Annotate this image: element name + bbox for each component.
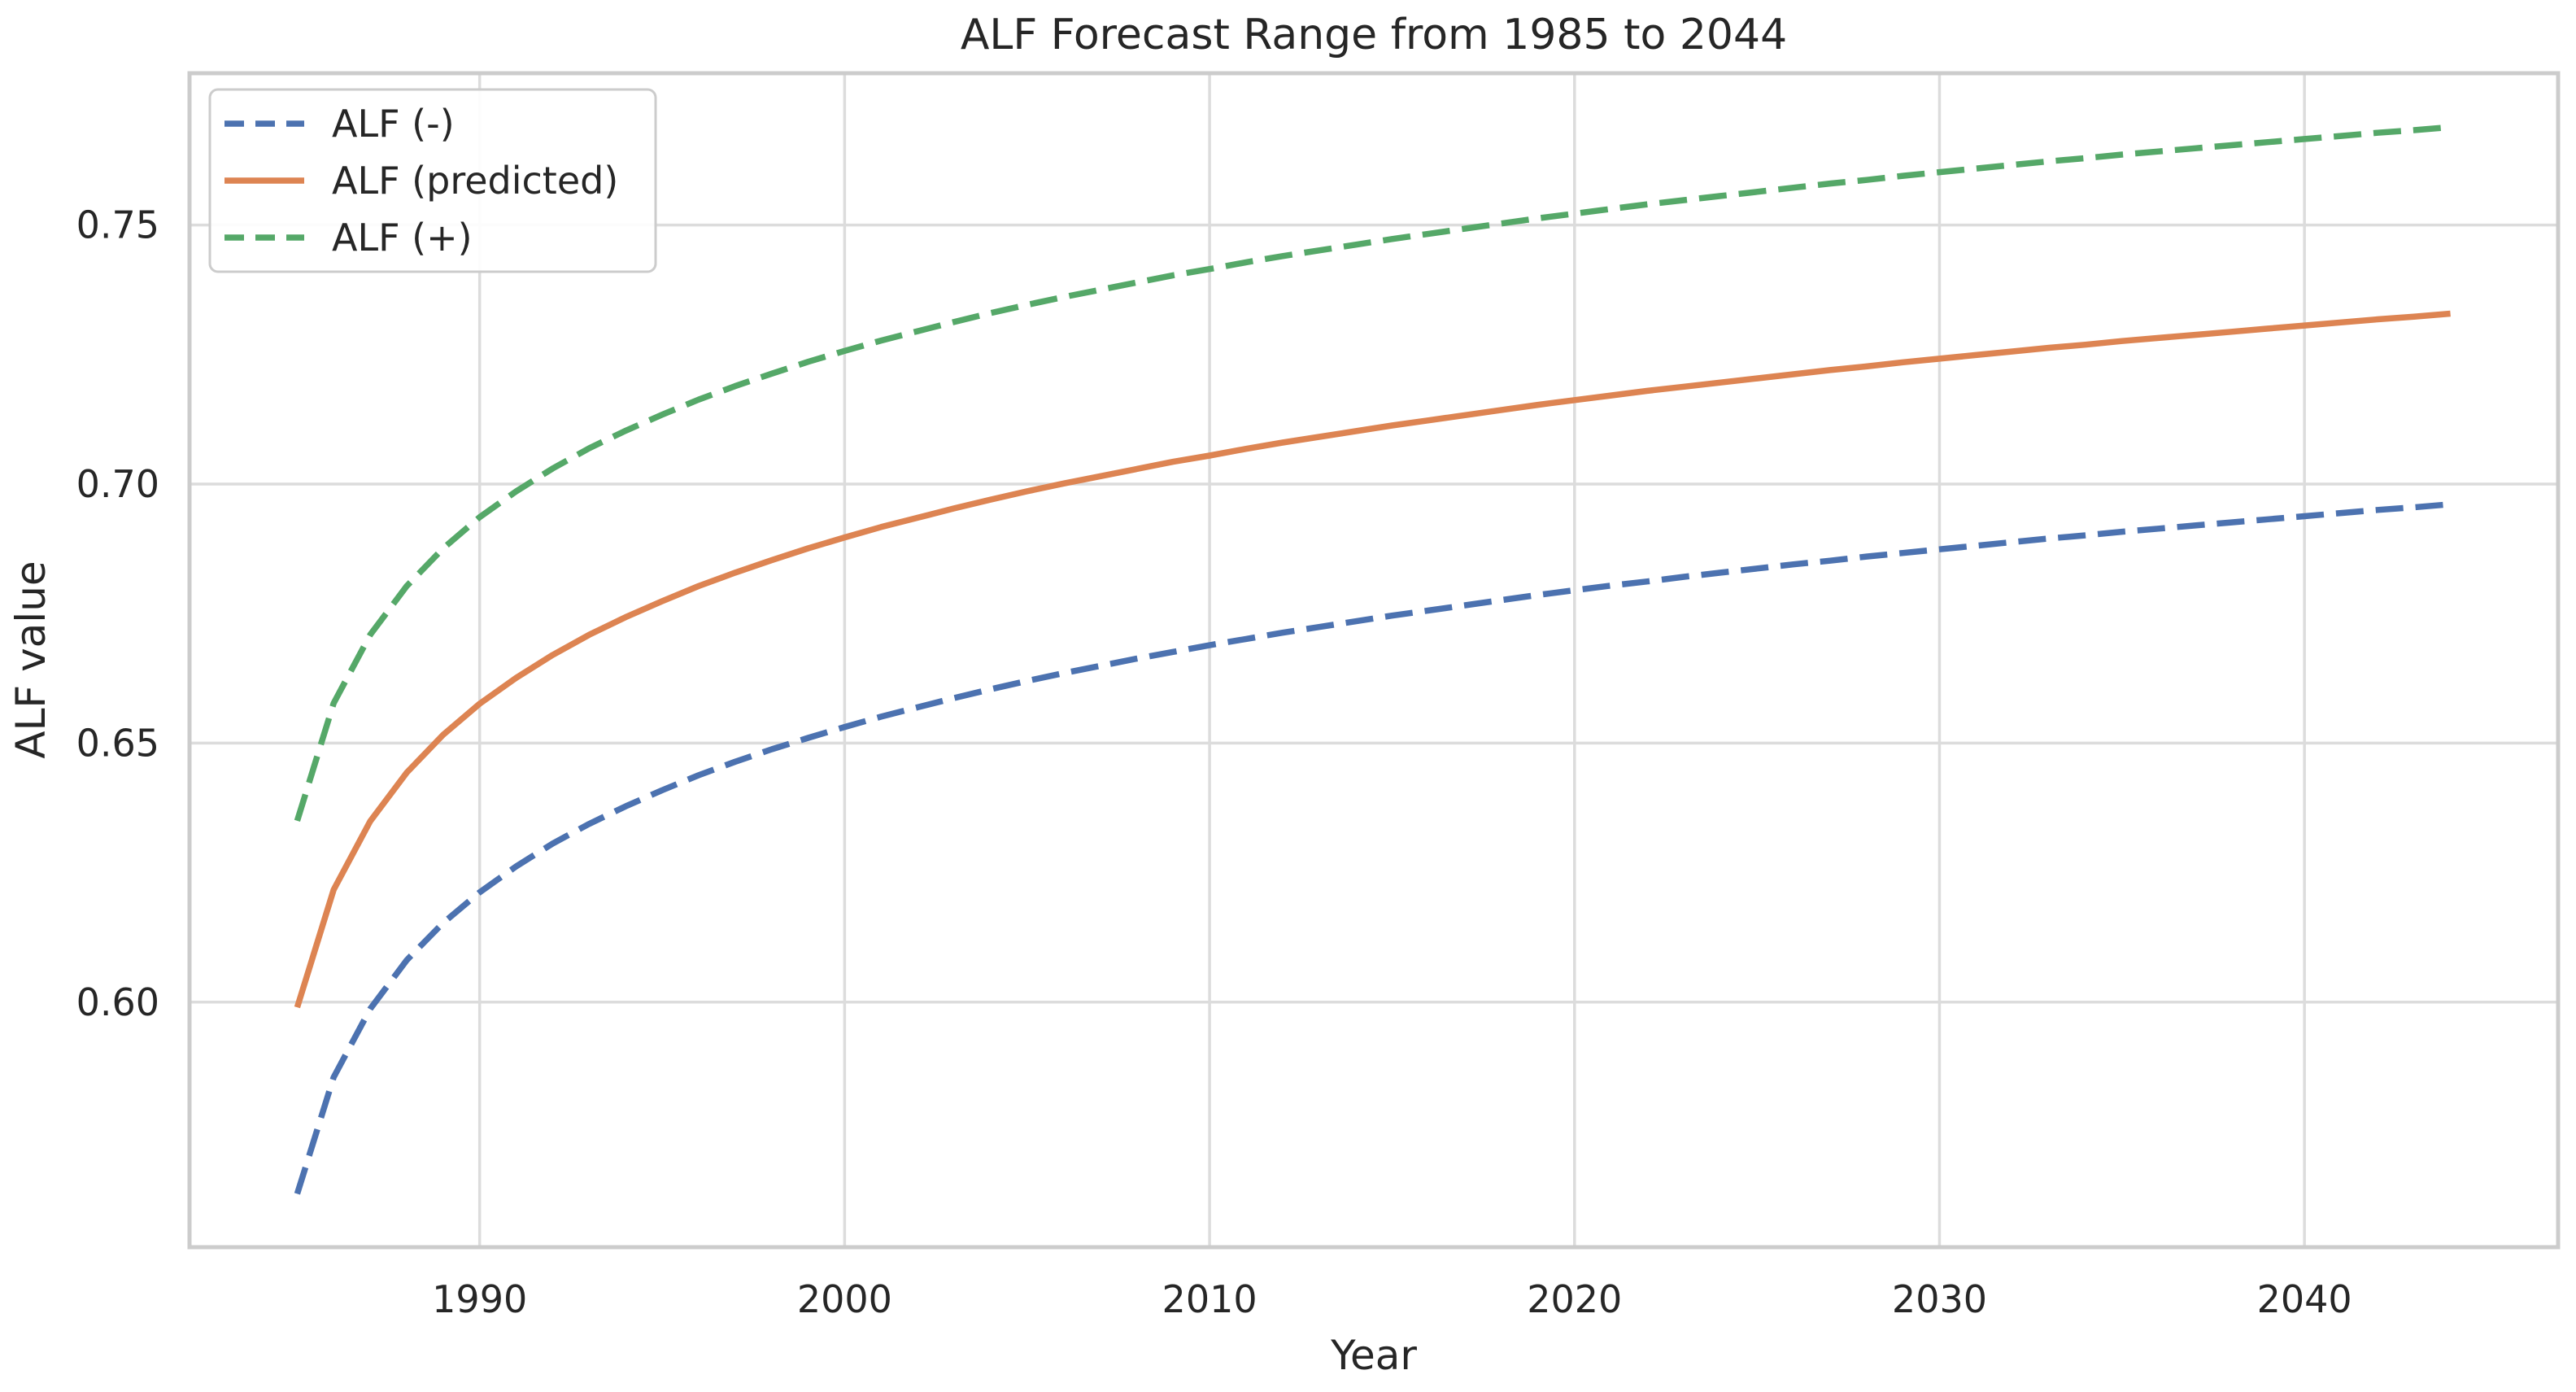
legend-item: ALF (-) (224, 102, 455, 146)
legend-item: ALF (predicted) (224, 159, 618, 203)
legend-item-label: ALF (-) (332, 102, 455, 146)
x-tick-label: 2040 (2257, 1277, 2352, 1321)
legend-item-label: ALF (+) (332, 216, 473, 260)
series-layer (294, 124, 2451, 1195)
x-axis-label: Year (1330, 1332, 1417, 1379)
x-tick-label: 1990 (432, 1277, 527, 1321)
y-tick-label: 0.60 (76, 980, 159, 1024)
x-tick-label: 2030 (1892, 1277, 1987, 1321)
legend: ALF (-) ALF (predicted) ALF (+) (208, 88, 657, 273)
y-tick-label: 0.65 (76, 721, 159, 765)
y-axis-label: ALF value (7, 561, 54, 758)
y-tick-label: 0.75 (76, 203, 159, 247)
plot-area-border (187, 71, 2561, 1250)
y-tick-label: 0.70 (76, 462, 159, 506)
x-tick-label: 2010 (1162, 1277, 1257, 1321)
series-line-alf (294, 124, 2451, 823)
legend-item: ALF (+) (224, 216, 473, 260)
chart-title: ALF Forecast Range from 1985 to 2044 (961, 11, 1787, 59)
legend-item-label: ALF (predicted) (332, 159, 618, 203)
legend-box (208, 88, 657, 273)
series-line-alf-predicted (294, 310, 2451, 1009)
series-line-alf (294, 501, 2451, 1195)
x-tick-label: 2000 (797, 1277, 892, 1321)
tick-layer: 1990 2000 2010 2020 2030 2040 0.60 0.65 0.70 0.75 (76, 203, 2352, 1321)
x-tick-label: 2020 (1527, 1277, 1622, 1321)
